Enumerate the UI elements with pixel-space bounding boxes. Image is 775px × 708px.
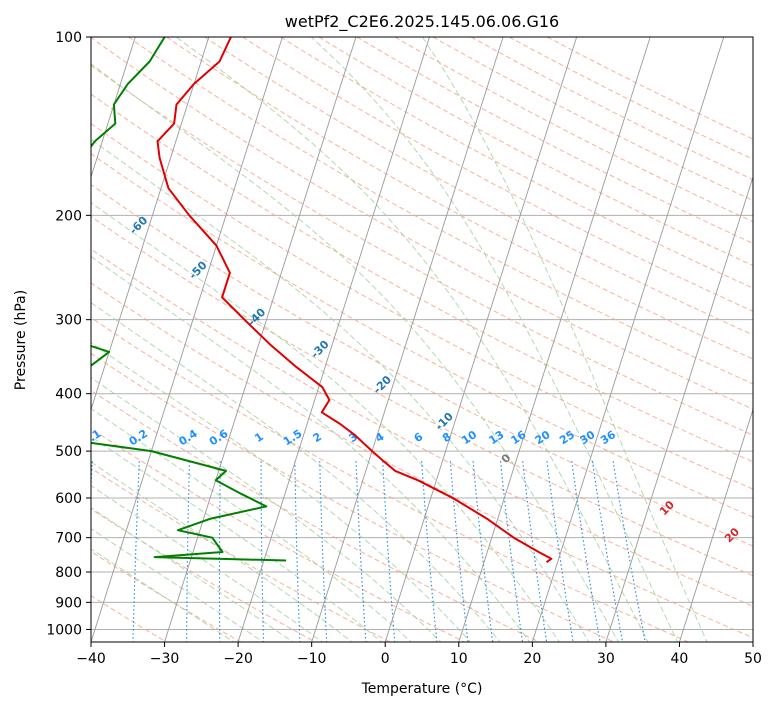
moist-adiabat-line xyxy=(310,37,679,642)
x-tick-label: 10 xyxy=(450,651,468,667)
x-tick-label: −20 xyxy=(223,651,253,667)
moist-adiabat-line xyxy=(91,202,560,642)
moist-adiabat-line xyxy=(91,461,353,642)
x-tick-label: 20 xyxy=(523,651,541,667)
dry-adiabat-line xyxy=(91,153,753,518)
y-tick-label: 600 xyxy=(55,491,82,507)
mixing-ratio-lines xyxy=(91,461,646,642)
moist-adiabat-line xyxy=(175,37,649,642)
mixing-ratio-line xyxy=(186,461,190,642)
x-tick-label: −30 xyxy=(150,651,180,667)
y-tick-label: 500 xyxy=(55,444,82,460)
y-axis-ticks: 100 200 300 400 500 600 700 800 900 1000 xyxy=(46,30,91,638)
mixing-ratio-line xyxy=(591,461,624,642)
isotherm-line xyxy=(91,37,283,642)
dry-adiabat-line xyxy=(91,93,753,463)
x-axis-label: Temperature (°C) xyxy=(361,681,483,697)
moist-adiabats xyxy=(91,37,708,642)
moist-adiabat-line xyxy=(91,63,620,642)
y-tick-label: 900 xyxy=(55,595,82,611)
y-tick-label: 700 xyxy=(55,531,82,547)
y-tick-label: 300 xyxy=(55,313,82,329)
moist-adiabat-line xyxy=(91,376,442,642)
x-tick-label: 30 xyxy=(597,651,615,667)
x-tick-label: −10 xyxy=(297,651,327,667)
isotherm-line xyxy=(91,37,210,411)
moist-adiabat-line xyxy=(91,507,294,642)
dry-adiabat-line xyxy=(128,37,753,385)
isobar-gridlines xyxy=(91,37,753,630)
y-axis-label: Pressure (hPa) xyxy=(13,290,29,390)
moist-adiabat-line xyxy=(91,485,324,642)
moist-adiabat-line xyxy=(91,255,531,642)
x-tick-label: 40 xyxy=(671,651,689,667)
dry-adiabat-line xyxy=(91,122,753,490)
mixing-ratio-line xyxy=(522,461,548,642)
moist-adiabat-line xyxy=(421,37,708,642)
moist-adiabat-line xyxy=(91,528,265,642)
x-tick-label: −40 xyxy=(76,651,106,667)
x-tick-label: 0 xyxy=(381,651,390,667)
dewpoint-profile-line xyxy=(91,37,287,562)
mixing-ratio-line xyxy=(499,461,524,642)
mixing-ratio-line xyxy=(260,461,265,642)
dry-adiabat-line xyxy=(91,248,753,607)
dry-adiabat-line xyxy=(91,389,541,642)
isotherm-line xyxy=(164,37,357,642)
plot-area: 0.10.20.40.611.52346810131620253036-100-… xyxy=(91,37,753,642)
dry-adiabats xyxy=(91,37,753,642)
moist-adiabat-line xyxy=(91,436,383,642)
y-tick-label: 200 xyxy=(55,208,82,224)
mixing-ratio-line xyxy=(546,461,574,642)
dry-adiabat-line xyxy=(166,37,753,360)
x-axis-ticks: −40 −30 −20 −10 0 10 20 30 40 50 xyxy=(76,642,762,667)
dry-adiabat-line xyxy=(91,467,392,642)
mixing-ratio-line xyxy=(132,461,140,642)
moist-adiabat-line xyxy=(91,341,472,642)
sounding-profiles xyxy=(91,37,553,564)
mixing-ratio-line xyxy=(382,461,396,642)
y-tick-label: 1000 xyxy=(46,622,82,638)
moist-adiabat-line xyxy=(91,301,501,642)
isotherm-line xyxy=(531,37,725,642)
plot-frame xyxy=(90,36,754,643)
isotherm-line xyxy=(605,175,753,642)
dry-adiabat-line xyxy=(280,37,753,289)
moist-adiabat-line xyxy=(91,408,412,642)
mixing-ratio-line xyxy=(355,461,367,642)
isotherm-line xyxy=(237,37,430,642)
dry-adiabat-line xyxy=(91,595,168,642)
moist-adiabat-line xyxy=(91,138,590,642)
mixing-ratio-line xyxy=(294,461,301,642)
mixing-ratio-line xyxy=(612,461,646,642)
isotherm-line xyxy=(384,37,578,642)
isotherm-line xyxy=(311,37,504,642)
dry-adiabat-line xyxy=(91,352,615,642)
chart-title: wetPf2_C2E6.2025.145.06.06.G16 xyxy=(285,12,559,32)
isotherms xyxy=(91,37,753,642)
y-tick-label: 400 xyxy=(55,387,82,403)
mixing-ratio-line xyxy=(218,461,221,642)
y-tick-label: 800 xyxy=(55,565,82,581)
moist-adiabat-line xyxy=(91,548,235,642)
dry-adiabat-line xyxy=(91,427,466,642)
dry-adiabat-line xyxy=(91,184,753,547)
temperature-profile-line xyxy=(156,37,553,564)
isotherm-line xyxy=(91,37,136,179)
dry-adiabat-line xyxy=(91,317,690,642)
isotherm-line xyxy=(458,37,651,642)
mixing-ratio-line xyxy=(319,461,328,642)
mixing-ratio-line xyxy=(421,461,438,642)
dry-adiabat-line xyxy=(91,282,753,639)
mixing-ratio-line xyxy=(571,461,601,642)
dry-adiabat-line xyxy=(91,215,753,577)
y-tick-label: 100 xyxy=(55,30,82,46)
isotherm-line xyxy=(679,408,753,642)
mixing-ratio-line xyxy=(472,461,494,642)
x-tick-label: 50 xyxy=(744,651,762,667)
